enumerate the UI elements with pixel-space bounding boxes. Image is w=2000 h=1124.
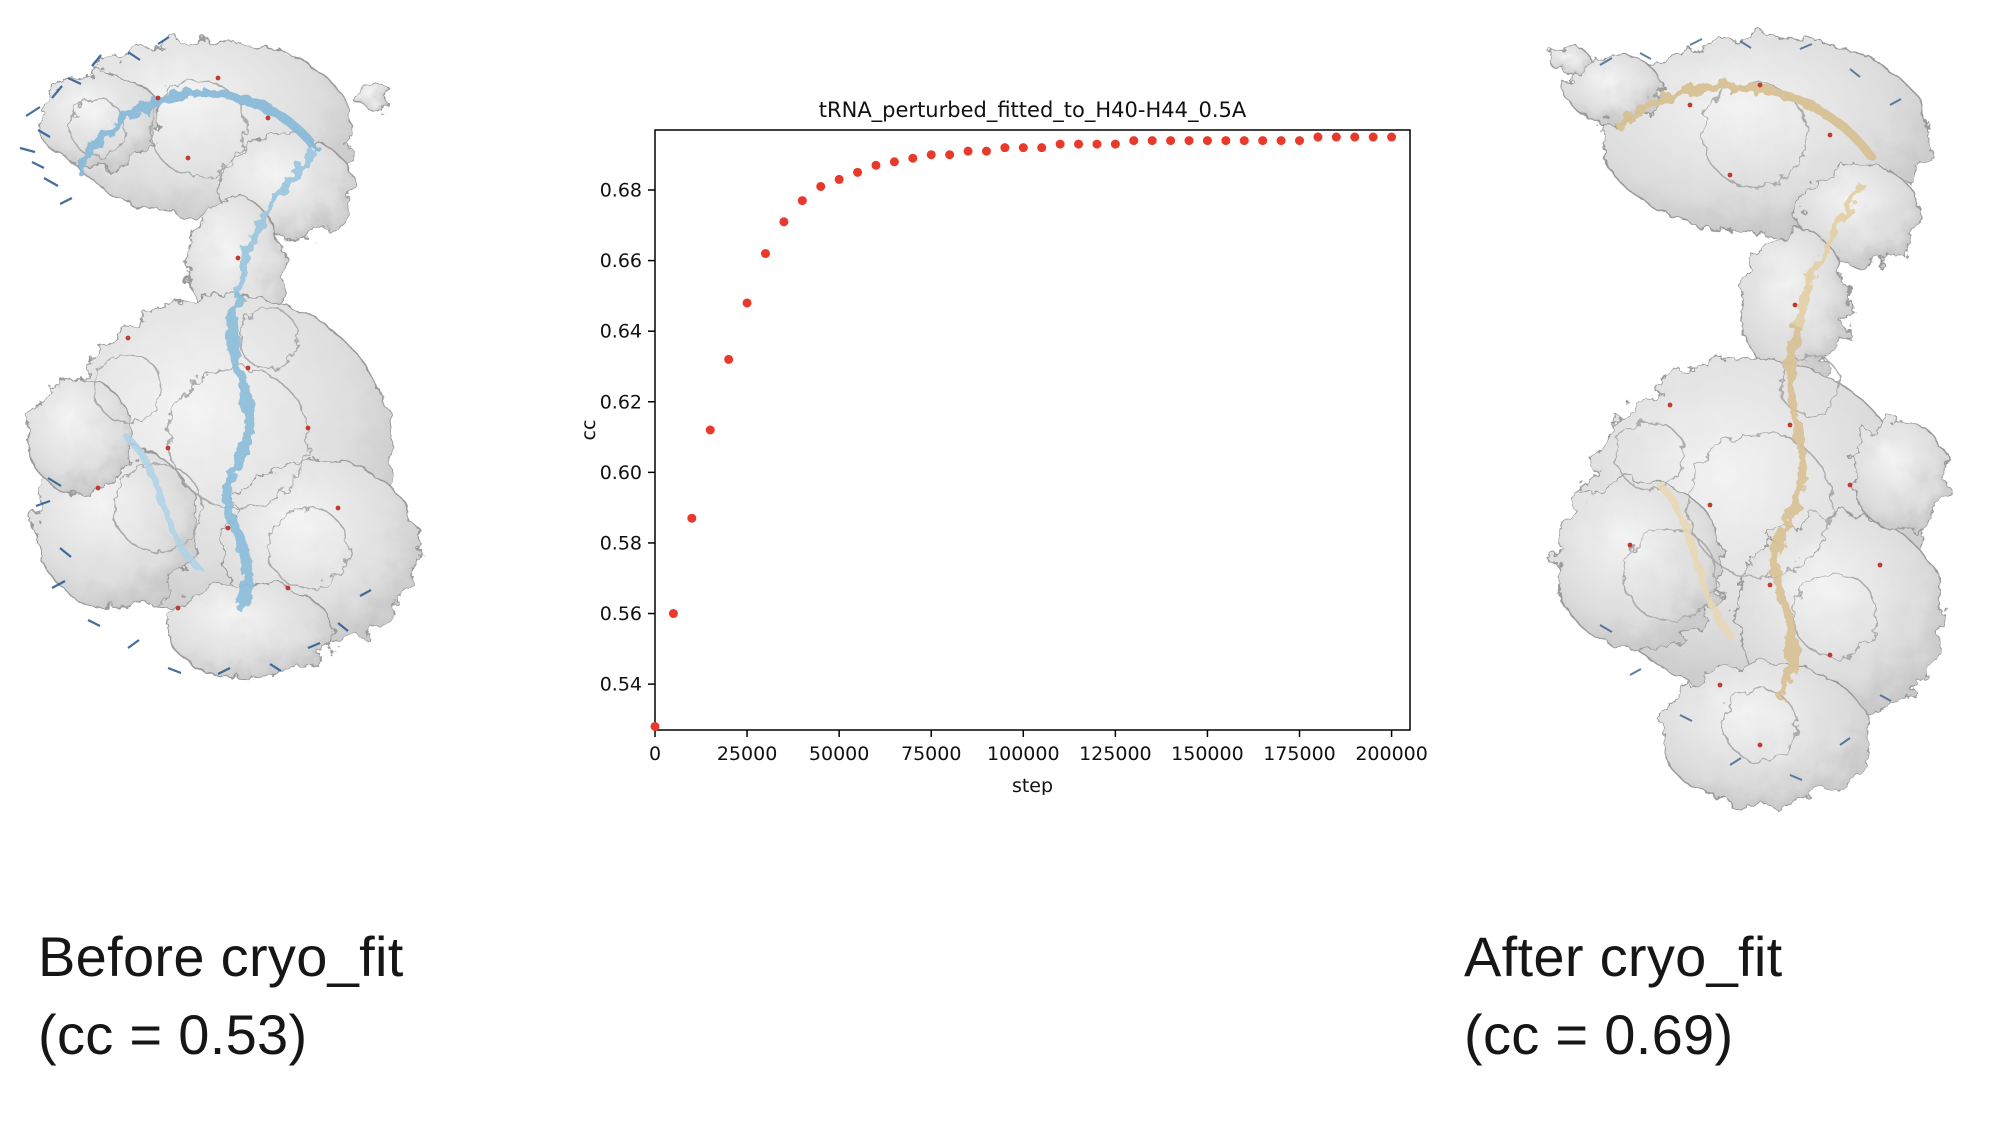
after-model-sticks [1599,38,1902,781]
svg-text:0.56: 0.56 [600,603,642,625]
svg-text:150000: 150000 [1171,743,1244,765]
svg-text:175000: 175000 [1263,743,1336,765]
after-model-ribbon [1615,81,1875,700]
after-oxygen-specks [1627,82,1883,748]
after-density-map-image [1549,36,1949,808]
svg-text:0.62: 0.62 [600,391,642,413]
svg-text:tRNA_perturbed_fitted_to_H40-H: tRNA_perturbed_fitted_to_H40-H44_0.5A [819,98,1247,123]
cc-vs-step-plot: tRNA_perturbed_fitted_to_H40-H44_0.5A 0 25… [578,98,1428,797]
before-density-contours [69,79,349,589]
before-model-ribbon [75,89,319,611]
svg-text:0.54: 0.54 [600,674,642,696]
before-caption-line1: Before cryo_fit [38,925,404,988]
before-model-sticks [19,36,372,675]
before-caption: Before cryo_fit (cc = 0.53) [38,918,404,1075]
svg-text:200000: 200000 [1355,743,1428,765]
svg-text:75000: 75000 [901,743,961,765]
svg-text:0.64: 0.64 [600,321,642,343]
svg-text:100000: 100000 [987,743,1060,765]
before-density-blobs [27,39,419,679]
before-density-map-image [19,36,419,679]
svg-text:0.66: 0.66 [600,250,642,272]
after-density-blobs [1549,36,1949,808]
after-caption-line1: After cryo_fit [1464,925,1783,988]
svg-text:125000: 125000 [1079,743,1152,765]
svg-text:25000: 25000 [717,743,777,765]
svg-text:0: 0 [649,743,661,765]
svg-text:step: step [1012,775,1053,795]
before-oxygen-specks [95,75,341,611]
before-caption-line2: (cc = 0.53) [38,1003,308,1067]
svg-text:0.60: 0.60 [600,462,642,484]
after-caption: After cryo_fit (cc = 0.69) [1464,918,1783,1075]
after-caption-line2: (cc = 0.69) [1464,1003,1734,1067]
svg-text:0.68: 0.68 [600,180,642,202]
after-structure [1530,5,1970,835]
svg-text:50000: 50000 [809,743,869,765]
svg-text:0.58: 0.58 [600,532,642,554]
after-density-contours [1615,82,1878,762]
before-structure [8,8,468,688]
svg-text:cc: cc [578,420,600,441]
cc-chart: tRNA_perturbed_fitted_to_H40-H44_0.5A 0 25… [575,95,1445,797]
